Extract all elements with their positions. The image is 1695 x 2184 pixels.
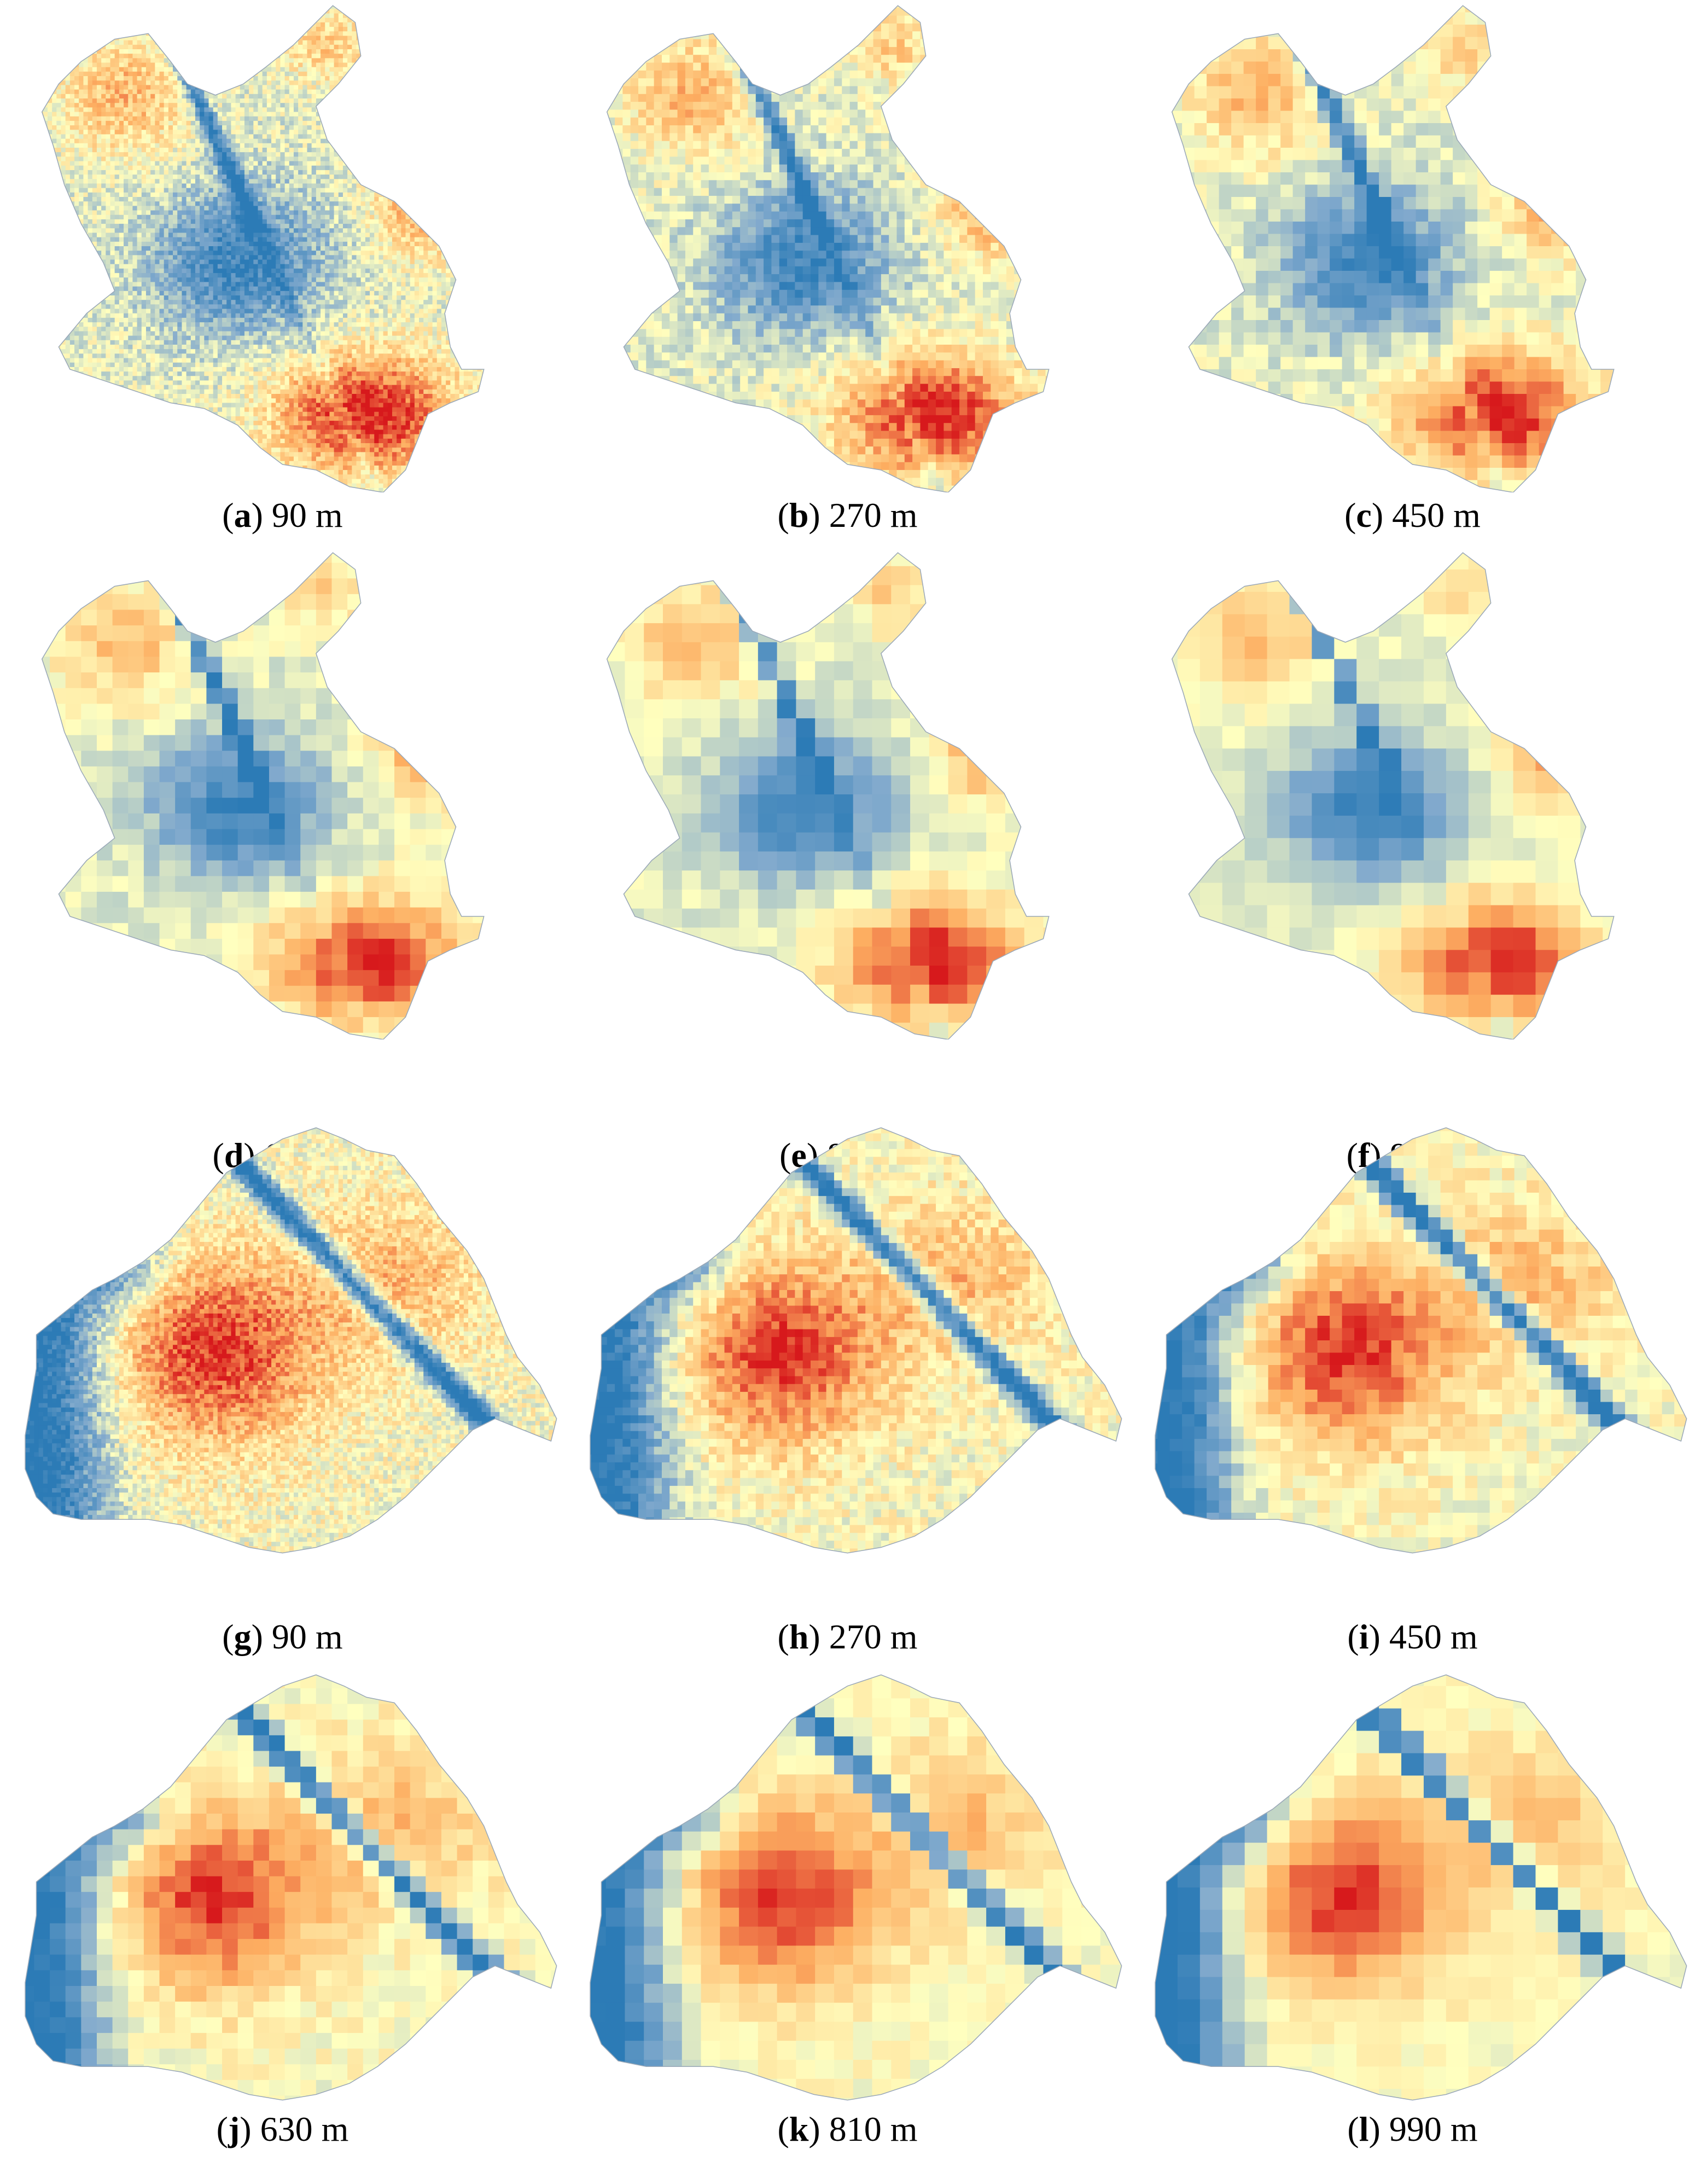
raster-cells [42,553,484,1039]
raster-cells [1172,5,1614,492]
raster-cells [607,5,1049,492]
panel-resolution: 90 m [272,1617,343,1656]
heat-map-svg-j [25,1674,557,2101]
panel-resolution: 90 m [272,496,343,535]
panel-caption-i: (i) 450 m [1130,1619,1695,1654]
heat-map-e [565,547,1130,1039]
heat-map-j [0,1641,565,2134]
heat-map-svg-k [590,1674,1122,2101]
raster-cells [1172,553,1614,1039]
heat-map-b [565,0,1130,492]
heat-map-svg-f [1171,552,1615,1039]
city-boundary [25,1127,557,1554]
heat-map-svg-l [1155,1674,1687,2101]
heat-map-svg-e [606,552,1050,1039]
heat-map-k [565,1641,1130,2134]
heat-map-svg-g [25,1127,557,1554]
city-boundary [1155,1674,1687,2101]
raster-cells [25,1128,557,1553]
panel-resolution: 450 m [1392,496,1481,535]
raster-cells [42,5,484,492]
raster-cells [607,553,1049,1039]
raster-cells [25,1675,557,2100]
heat-map-svg-h [590,1127,1122,1554]
heat-map-a [0,0,565,492]
raster-cells [590,1675,1122,2100]
panel-caption-h: (h) 270 m [565,1619,1130,1654]
heat-map-d [0,547,565,1039]
panel-letter: b [789,496,809,535]
heat-map-svg-d [41,552,485,1039]
city-boundary [1155,1127,1687,1554]
city-boundary [1171,552,1615,1039]
panel-caption-l: (l) 990 m [1130,2112,1695,2147]
panel-caption-a: (a) 90 m [0,498,565,533]
panel-letter: f [1358,1136,1370,1175]
heat-map-svg-c [1171,5,1615,492]
panel-caption-g: (g) 90 m [0,1619,565,1654]
heat-map-c [1130,0,1695,492]
raster-cells [590,1128,1122,1553]
heat-map-h [565,1094,1130,1587]
city-boundary [606,5,1050,492]
panel-letter: k [789,2110,809,2148]
heat-map-svg-b [606,5,1050,492]
panel-resolution: 630 m [260,2110,349,2148]
panel-resolution: 270 m [829,496,918,535]
heat-map-g [0,1094,565,1587]
city-boundary [25,1674,557,2101]
panel-letter: l [1359,2110,1369,2148]
city-boundary [41,5,485,492]
panel-caption-b: (b) 270 m [565,498,1130,533]
heat-map-l [1130,1641,1695,2134]
panel-letter: i [1359,1617,1369,1656]
city-boundary [1171,5,1615,492]
panel-letter: c [1356,496,1371,535]
panel-caption-j: (j) 630 m [0,2112,565,2147]
panel-letter: j [228,2110,240,2148]
heat-map-f [1130,547,1695,1039]
heat-map-i [1130,1094,1695,1587]
panel-resolution: 810 m [829,2110,918,2148]
city-boundary [606,552,1050,1039]
panel-letter: h [789,1617,809,1656]
panel-resolution: 990 m [1389,2110,1478,2148]
panel-caption-c: (c) 450 m [1130,498,1695,533]
panel-resolution: 450 m [1389,1617,1478,1656]
panel-resolution: 270 m [829,1617,918,1656]
heat-map-svg-a [41,5,485,492]
panel-letter: g [234,1617,252,1656]
panel-caption-k: (k) 810 m [565,2112,1130,2147]
raster-cells [1155,1675,1687,2100]
city-boundary [590,1674,1122,2101]
panel-letter: a [234,496,252,535]
city-boundary [590,1127,1122,1554]
heat-map-svg-i [1155,1127,1687,1554]
city-boundary [41,552,485,1039]
raster-cells [1155,1128,1687,1553]
